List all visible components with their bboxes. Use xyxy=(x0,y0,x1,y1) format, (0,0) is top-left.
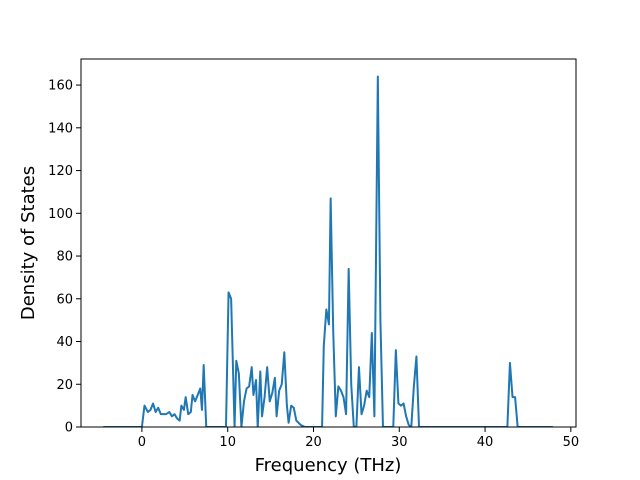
x-tick-label: 20 xyxy=(305,435,322,450)
y-axis-label: Density of States xyxy=(18,166,39,320)
y-tick-label: 100 xyxy=(48,207,73,222)
y-tick-label: 40 xyxy=(56,335,73,350)
y-tick-label: 20 xyxy=(56,378,73,393)
plot-frame xyxy=(80,58,577,428)
x-axis-label: Frequency (THz) xyxy=(255,455,402,476)
x-tick-label: 10 xyxy=(219,435,236,450)
x-tick-label: 0 xyxy=(138,435,146,450)
y-tick-label: 60 xyxy=(56,292,73,307)
y-tick-label: 140 xyxy=(48,121,73,136)
y-tick-label: 160 xyxy=(48,79,73,94)
y-tick-label: 80 xyxy=(56,250,73,265)
x-tick-label: 40 xyxy=(477,435,494,450)
x-tick-label: 50 xyxy=(563,435,580,450)
x-tick-label: 30 xyxy=(391,435,408,450)
y-tick-label: 120 xyxy=(48,164,73,179)
y-tick-label: 0 xyxy=(65,421,73,436)
line-series xyxy=(103,75,553,427)
